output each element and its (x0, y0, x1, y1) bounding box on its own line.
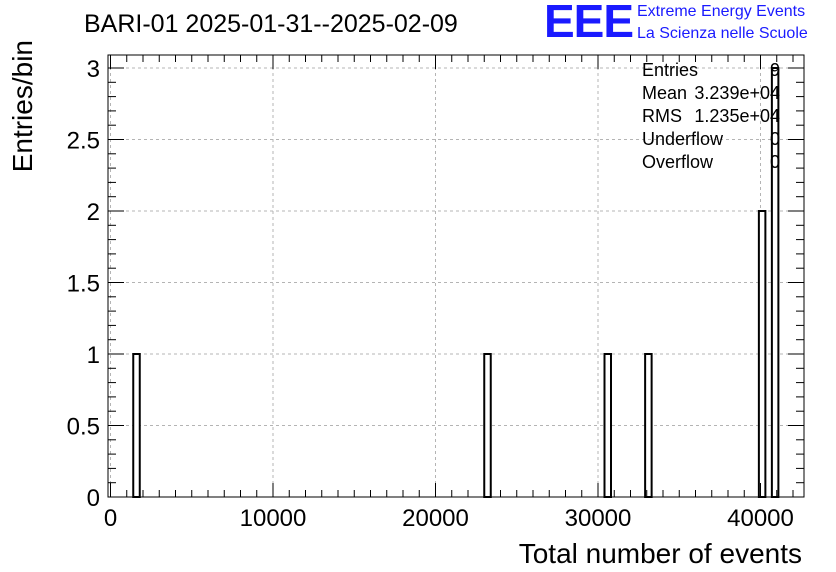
stats-row-entries: Entries 9 (642, 60, 780, 83)
stats-row-overflow: Overflow 0 (642, 152, 780, 175)
x-axis-title: Total number of events (519, 538, 802, 569)
stats-value: 1.235e+04 (694, 106, 780, 126)
y-tick-label: 2 (87, 199, 100, 226)
stats-label: Entries (642, 60, 699, 80)
plot-frame (107, 54, 805, 498)
y-tick-label: 1 (87, 342, 100, 369)
x-tick-label: 30000 (565, 505, 632, 532)
logo-tagline-1: Extreme Energy Events (637, 3, 806, 20)
stats-label: Underflow (642, 129, 724, 149)
stats-box: Entries 9 Mean 3.239e+04 RMS 1.235e+04 U… (642, 60, 780, 175)
x-tick-label: 20000 (402, 505, 469, 532)
histogram-bar (132, 353, 141, 498)
y-tick-label: 2.5 (67, 128, 100, 155)
stats-row-underflow: Underflow 0 (642, 129, 780, 152)
stats-row-rms: RMS 1.235e+04 (642, 106, 780, 129)
chart-title: BARI-01 2025-01-31--2025-02-09 (84, 10, 458, 38)
stats-value: 9 (769, 60, 780, 80)
stats-value: 0 (769, 152, 780, 172)
histogram-bar (483, 353, 492, 498)
x-tick-label: 40000 (727, 505, 794, 532)
y-tick-label: 3 (87, 56, 100, 83)
y-axis-title: Entries/bin (7, 40, 38, 172)
x-tick-label: 0 (104, 505, 117, 532)
stats-label: Mean (642, 83, 688, 103)
logo-tagline-2: La Scienza nelle Scuole (637, 25, 808, 42)
histogram-bar (757, 210, 767, 498)
stats-label: RMS (642, 106, 682, 126)
stats-value: 3.239e+04 (694, 83, 780, 103)
x-tick-label: 10000 (240, 505, 307, 532)
y-tick-label: 0 (87, 485, 100, 512)
histogram-bar (644, 353, 653, 498)
histogram-bar (603, 353, 612, 498)
eee-logo-letters: EEE (544, 0, 634, 47)
stats-label: Overflow (642, 152, 714, 172)
y-tick-label: 0.5 (67, 414, 100, 441)
stats-row-mean: Mean 3.239e+04 (642, 83, 780, 106)
y-tick-label: 1.5 (67, 271, 100, 298)
stats-value: 0 (769, 129, 780, 149)
